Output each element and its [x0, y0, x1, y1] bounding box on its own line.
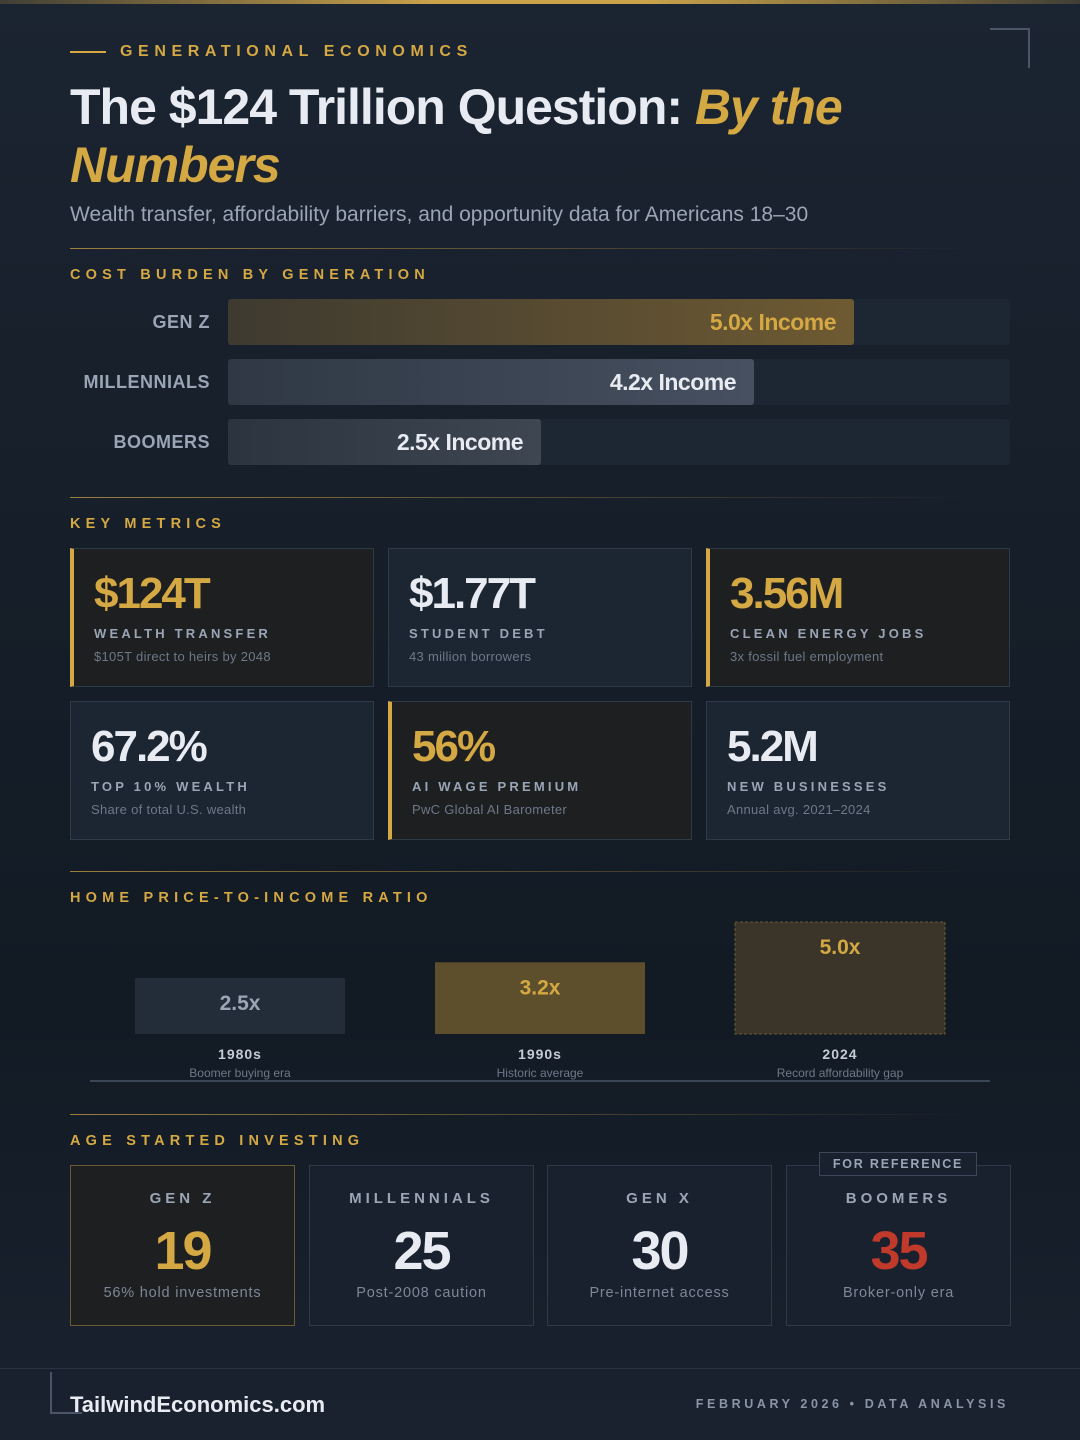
- investing-card-millennials: MILLENNIALS 25 Post-2008 caution: [309, 1165, 534, 1326]
- chart-category-note: Boomer buying era: [189, 1066, 291, 1080]
- section-label-key-metrics: KEY METRICS: [70, 516, 227, 532]
- chart-category-label: 1980s: [218, 1046, 262, 1062]
- reference-badge: FOR REFERENCE: [819, 1152, 977, 1176]
- investing-card-gen-z: GEN Z 19 56% hold investments: [70, 1165, 295, 1326]
- metric-card-wealth-transfer: $124T WEALTH TRANSFER $105T direct to he…: [70, 548, 374, 687]
- metric-card-student-debt: $1.77T STUDENT DEBT 43 million borrowers: [388, 548, 692, 687]
- corner-decoration-top-right: [990, 28, 1030, 68]
- footer-date: FEBRUARY 2026 • DATA ANALYSIS: [695, 1397, 1009, 1411]
- metric-label: STUDENT DEBT: [409, 626, 548, 641]
- investing-note: 56% hold investments: [103, 1285, 262, 1301]
- page-title-accent: By the Numbers: [70, 79, 843, 193]
- page-subtitle: Wealth transfer, affordability barriers,…: [70, 203, 809, 226]
- investing-note: Broker-only era: [842, 1285, 955, 1301]
- burden-track: 4.2x Income: [228, 359, 1010, 405]
- section-label-age-investing: AGE STARTED INVESTING: [70, 1133, 365, 1149]
- metric-label: AI WAGE PREMIUM: [412, 779, 582, 794]
- chart-category-note: Record affordability gap: [777, 1066, 904, 1080]
- divider: [70, 871, 980, 872]
- investing-card-gen-x: GEN X 30 Pre-internet access: [547, 1165, 772, 1326]
- investing-generation: BOOMERS: [845, 1190, 952, 1207]
- metric-value: 3.56M: [730, 569, 844, 618]
- burden-row-millennials: MILLENNIALS 4.2x Income: [70, 359, 1010, 405]
- burden-bar: 5.0x Income: [228, 299, 854, 345]
- metric-value: 56%: [412, 722, 496, 771]
- price-income-chart: 2.5x 1980s Boomer buying era 3.2x 1990s Histo…: [90, 921, 990, 1082]
- burden-track: 2.5x Income: [228, 419, 1010, 465]
- metric-subtext: $105T direct to heirs by 2048: [94, 649, 271, 664]
- burden-generation-label: BOOMERS: [113, 432, 210, 452]
- burden-bar: 2.5x Income: [228, 419, 541, 465]
- burden-track: 5.0x Income: [228, 299, 1010, 345]
- investing-note: Pre-internet access: [589, 1285, 730, 1301]
- eyebrow-dash: [70, 51, 106, 53]
- investing-generation: MILLENNIALS: [349, 1190, 494, 1207]
- metric-subtext: Share of total U.S. wealth: [91, 802, 247, 817]
- metric-card-clean-energy-jobs: 3.56M CLEAN ENERGY JOBS 3x fossil fuel e…: [706, 548, 1010, 687]
- divider: [70, 497, 980, 498]
- footer-brand-link[interactable]: TailwindEconomics.com: [70, 1392, 326, 1417]
- metric-label: NEW BUSINESSES: [727, 779, 890, 794]
- metric-value: 67.2%: [91, 722, 208, 771]
- divider: [70, 248, 980, 249]
- footer-divider: [0, 1368, 1080, 1369]
- investing-generation: GEN X: [626, 1190, 693, 1207]
- section-label-cost-burden: COST BURDEN BY GENERATION: [70, 267, 430, 283]
- chart-category-label: 2024: [822, 1046, 857, 1062]
- metric-subtext: 3x fossil fuel employment: [730, 649, 884, 664]
- section-label-price-income: HOME PRICE-TO-INCOME RATIO: [70, 890, 433, 906]
- metric-subtext: PwC Global AI Barometer: [412, 802, 568, 817]
- burden-generation-label: GEN Z: [152, 312, 210, 332]
- metric-label: CLEAN ENERGY JOBS: [730, 626, 927, 641]
- investing-note: Post-2008 caution: [356, 1285, 487, 1301]
- burden-bar: 4.2x Income: [228, 359, 754, 405]
- chart-bar-1980s: [135, 978, 345, 1034]
- investing-age: 35: [870, 1221, 928, 1281]
- metric-label: WEALTH TRANSFER: [94, 626, 272, 641]
- chart-bar-2024: [734, 921, 946, 1035]
- investing-generation: GEN Z: [149, 1190, 216, 1207]
- divider: [70, 1114, 980, 1115]
- metric-value: 5.2M: [727, 722, 819, 771]
- eyebrow-text: GENERATIONAL ECONOMICS: [120, 43, 473, 60]
- burden-row-gen-z: GEN Z 5.0x Income: [70, 299, 1010, 345]
- page-title-main: The $124 Trillion Question:: [70, 79, 695, 135]
- investing-age: 25: [393, 1221, 451, 1281]
- metric-card-top-10-wealth: 67.2% TOP 10% WEALTH Share of total U.S.…: [70, 701, 374, 840]
- investing-age: 19: [154, 1221, 212, 1281]
- corner-decoration-bottom-left: [50, 1372, 82, 1414]
- investing-age: 30: [631, 1221, 689, 1281]
- top-accent-line: [0, 0, 1080, 4]
- metric-subtext: 43 million borrowers: [409, 649, 532, 664]
- burden-row-boomers: BOOMERS 2.5x Income: [70, 419, 1010, 465]
- chart-value-label: 3.2x: [520, 976, 561, 999]
- metric-subtext: Annual avg. 2021–2024: [727, 802, 871, 817]
- chart-value-label: 5.0x: [820, 936, 861, 959]
- burden-generation-label: MILLENNIALS: [83, 372, 210, 392]
- metric-value: $124T: [94, 569, 211, 618]
- chart-category-note: Historic average: [497, 1066, 584, 1080]
- page-title: The $124 Trillion Question: By the Numbe…: [70, 78, 1010, 194]
- metric-card-ai-wage-premium: 56% AI WAGE PREMIUM PwC Global AI Barome…: [388, 701, 692, 840]
- chart-bar-1990s: [435, 962, 645, 1034]
- investing-card-boomers: FOR REFERENCE BOOMERS 35 Broker-only era: [786, 1152, 1011, 1326]
- eyebrow: GENERATIONAL ECONOMICS: [70, 42, 473, 62]
- metric-card-new-businesses: 5.2M NEW BUSINESSES Annual avg. 2021–202…: [706, 701, 1010, 840]
- chart-value-label: 2.5x: [220, 992, 261, 1015]
- metric-value: $1.77T: [409, 569, 536, 618]
- chart-category-label: 1990s: [518, 1046, 562, 1062]
- metric-label: TOP 10% WEALTH: [91, 779, 250, 794]
